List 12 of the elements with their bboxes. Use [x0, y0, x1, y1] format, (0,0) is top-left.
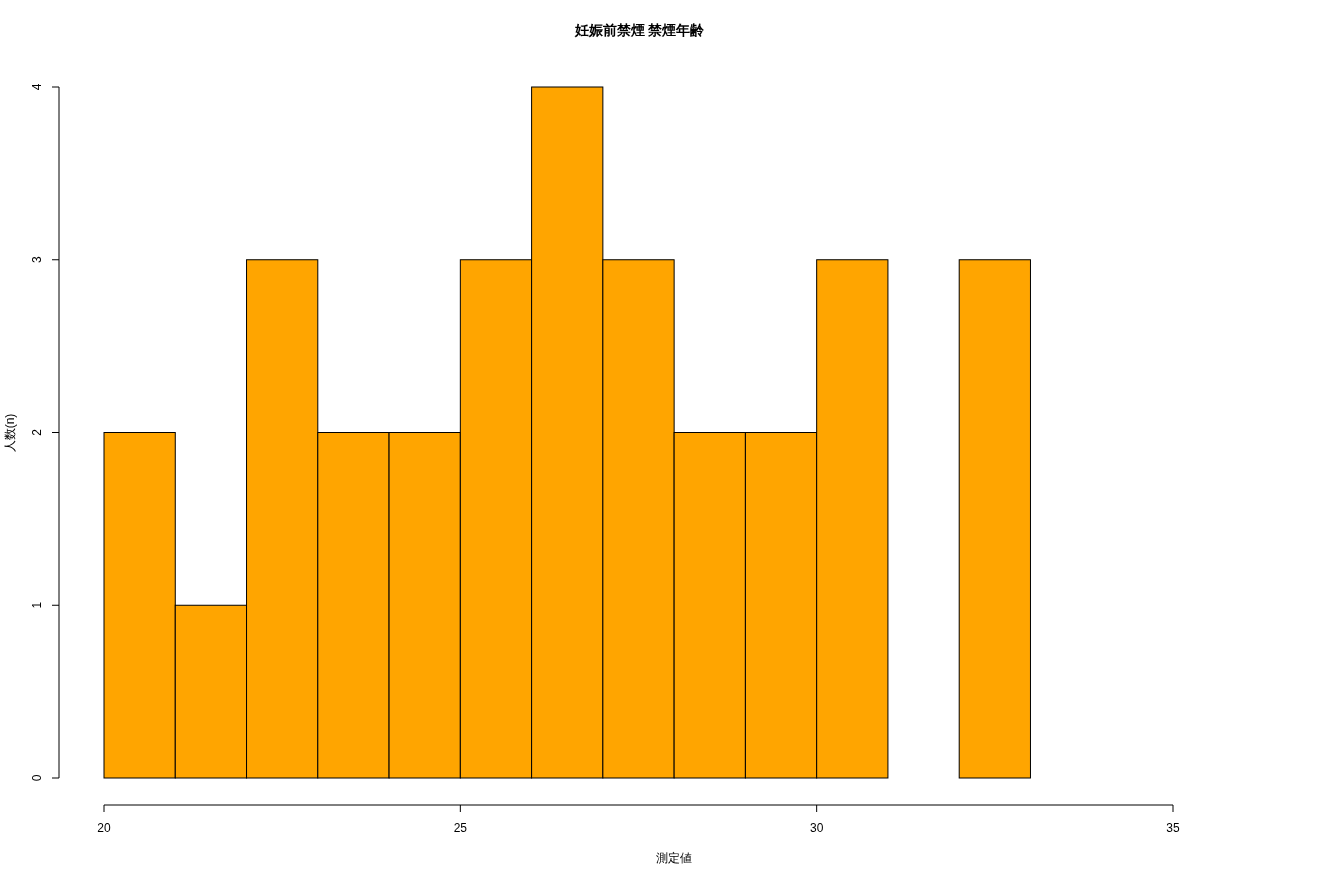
y-tick-label: 4: [30, 83, 44, 91]
y-tick-label: 0: [30, 774, 44, 782]
y-axis-title: 人数(n): [3, 413, 17, 453]
x-axis-title: 測定値: [655, 851, 692, 865]
y-tick-label: 3: [30, 256, 44, 264]
x-tick-label: 35: [1166, 821, 1180, 835]
y-tick-label: 1: [30, 601, 44, 609]
x-tick-label: 20: [97, 821, 111, 835]
chart-title: 妊娠前禁煙 禁煙年齢: [573, 22, 706, 38]
y-tick-label: 2: [30, 428, 44, 436]
x-tick-label: 25: [453, 821, 468, 835]
x-tick-label: 30: [809, 821, 824, 835]
